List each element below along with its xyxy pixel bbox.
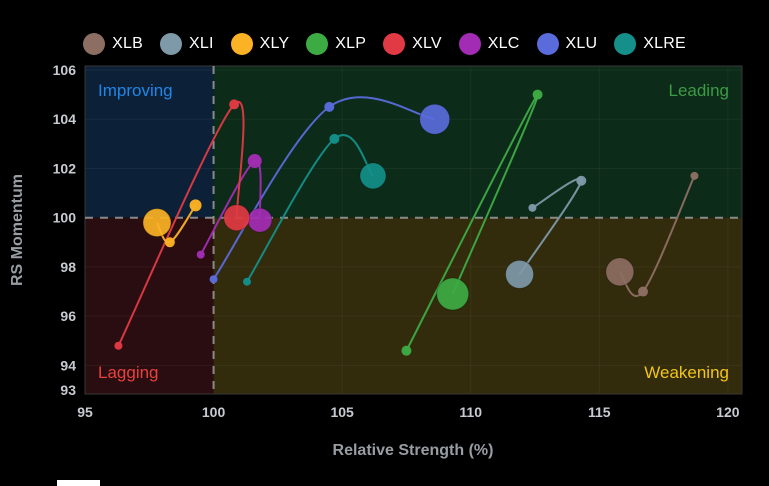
legend-dot-xlre: [614, 33, 637, 55]
xlu-current-marker[interactable]: [419, 103, 451, 135]
legend-label-xlc: XLC: [487, 35, 520, 52]
y-tick-106: 106: [53, 62, 77, 78]
x-tick-95: 95: [77, 404, 93, 420]
legend-label-xli: XLI: [188, 35, 214, 52]
legend-dot-xly: [230, 33, 253, 55]
quadrant-lagging: [85, 217, 214, 394]
legend-item-xlre[interactable]: XLRE: [614, 33, 686, 55]
y-axis-title: RS Momentum: [9, 174, 26, 286]
xlv-current-marker[interactable]: [223, 204, 251, 232]
plot-layer: Improving Leading Lagging Weakening 95 100 105…: [53, 62, 743, 420]
legend-dot-xli: [159, 33, 182, 55]
legend-item-xlb[interactable]: XLB: [83, 33, 143, 55]
xlre-current-marker[interactable]: [359, 162, 387, 190]
legend-item-xlu[interactable]: XLU: [536, 33, 598, 55]
legend-dot-xlc: [458, 33, 481, 55]
quadrant-label-lagging: Lagging: [98, 363, 159, 382]
legend-dot-xlv: [383, 33, 406, 55]
xlp-current-marker[interactable]: [436, 277, 470, 311]
xlu-trail: [212, 96, 435, 280]
xly-current-marker[interactable]: [142, 208, 172, 238]
legend-label-xlu: XLU: [565, 35, 598, 52]
xlb-current-marker[interactable]: [605, 257, 635, 287]
legend-label-xlv: XLV: [412, 35, 442, 52]
legend-dot-xlb: [83, 33, 106, 55]
xly-trail-point[interactable]: [164, 237, 175, 248]
quadrant-leading: [213, 66, 743, 218]
x-tick-115: 115: [588, 404, 611, 420]
quadrant-label-weakening: Weakening: [644, 363, 729, 382]
quadrant-weakening: [213, 217, 743, 394]
xlv-trail: [117, 100, 245, 347]
xlre-trail-point[interactable]: [243, 277, 251, 286]
quadrant-label-leading: Leading: [668, 81, 729, 100]
y-tick-98: 98: [60, 259, 76, 275]
quadrant-improving: [85, 66, 214, 218]
xlre-trail-point[interactable]: [329, 133, 340, 144]
xli-trail-point[interactable]: [576, 175, 587, 186]
xlre-trail: [246, 134, 374, 283]
xlu-trail-point[interactable]: [324, 101, 335, 112]
xlb-trail-point[interactable]: [690, 171, 699, 180]
xli-current-marker[interactable]: [505, 259, 535, 289]
legend-label-xlre: XLRE: [643, 35, 686, 52]
xlp-trail-point[interactable]: [532, 89, 543, 100]
y-tick-104: 104: [53, 111, 77, 127]
y-tick-94: 94: [60, 357, 76, 373]
x-tick-120: 120: [716, 404, 740, 420]
legend-label-xly: XLY: [259, 35, 290, 52]
legend-label-xlp: XLP: [335, 35, 367, 52]
legend-item-xlp[interactable]: XLP: [306, 33, 366, 55]
xlp-trail-point[interactable]: [401, 345, 412, 356]
x-tick-105: 105: [330, 404, 354, 420]
y-tick-100: 100: [53, 210, 77, 226]
xlc-trail-point[interactable]: [247, 154, 262, 169]
xlu-trail-point[interactable]: [209, 275, 218, 284]
xlc-current-marker[interactable]: [247, 207, 273, 233]
y-tick-102: 102: [53, 160, 77, 176]
x-tick-110: 110: [459, 404, 482, 420]
quadrant-label-improving: Improving: [98, 81, 173, 100]
legend-item-xlv[interactable]: XLV: [383, 33, 442, 55]
xlv-trail-point[interactable]: [229, 99, 240, 110]
xlb-trail-point[interactable]: [638, 286, 648, 297]
xly-trail-point[interactable]: [189, 199, 202, 212]
legend-dot-xlp: [306, 33, 329, 55]
legend-item-xlc[interactable]: XLC: [458, 33, 520, 55]
chart-legend: XLB XLI XLY XLP XLV XLC XLU XLRE: [0, 33, 769, 55]
y-tick-93: 93: [60, 382, 76, 398]
legend-item-xly[interactable]: XLY: [230, 33, 290, 55]
x-tick-100: 100: [202, 404, 226, 420]
bottom-edge-artifact: [57, 480, 100, 486]
x-axis-title: Relative Strength (%): [333, 442, 494, 459]
legend-label-xlb: XLB: [112, 35, 143, 52]
legend-item-xli[interactable]: XLI: [159, 33, 214, 55]
y-tick-96: 96: [60, 308, 76, 324]
plot-border: [84, 65, 743, 395]
xli-trail-point[interactable]: [528, 203, 537, 212]
xlc-trail-point[interactable]: [196, 250, 205, 259]
legend-dot-xlu: [536, 33, 559, 55]
xlv-trail-point[interactable]: [114, 341, 123, 350]
